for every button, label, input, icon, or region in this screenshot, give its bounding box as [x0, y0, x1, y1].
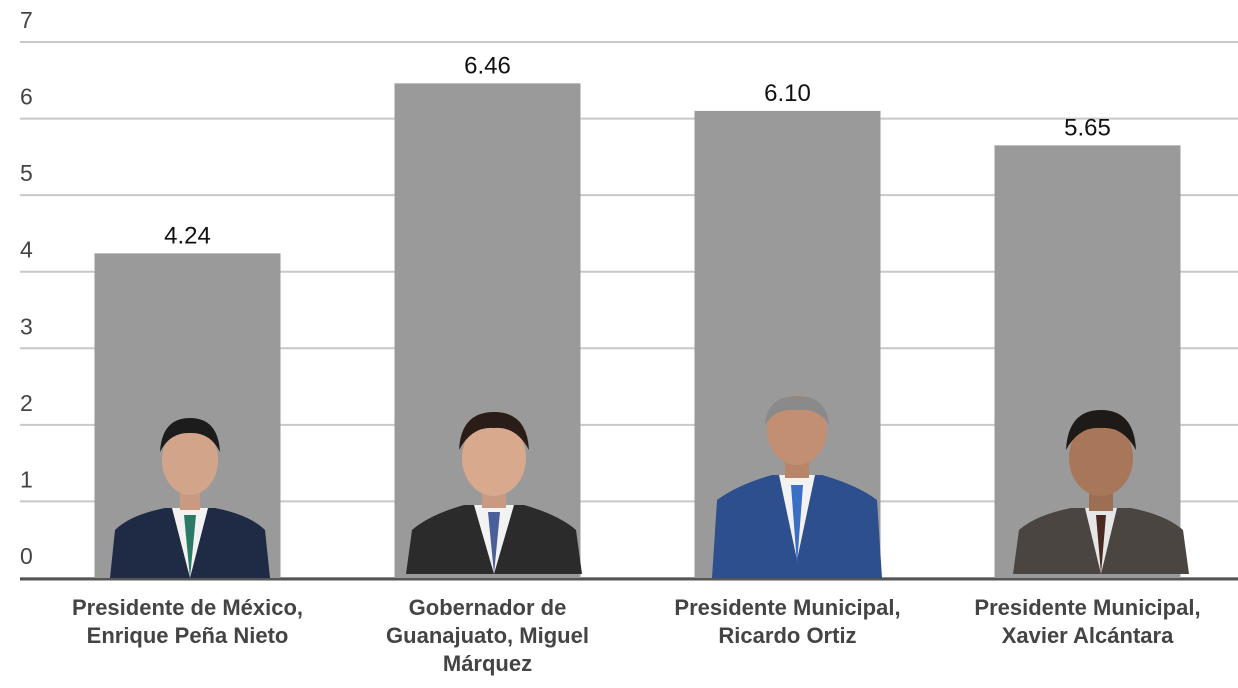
value-labels: 4.24 6.46 6.10 5.65: [164, 52, 1111, 249]
y-tick-label: 0: [20, 543, 33, 569]
value-label: 6.10: [764, 80, 811, 107]
y-tick-label: 5: [20, 160, 33, 186]
value-label: 4.24: [164, 222, 211, 249]
portrait: [110, 418, 270, 578]
y-tick-label: 7: [20, 7, 33, 33]
x-tick-label: Presidente Municipal, Xavier Alcántara: [974, 595, 1201, 648]
y-tick-label: 1: [20, 466, 33, 492]
x-tick-label: Gobernador de Guanajuato, Miguel Márquez: [386, 595, 589, 676]
y-tick-label: 3: [20, 313, 33, 339]
bar: [994, 145, 1181, 578]
value-label: 6.46: [464, 52, 511, 79]
x-tick-label: Presidente Municipal, Ricardo Ortiz: [674, 595, 901, 648]
portrait: [1013, 410, 1189, 574]
value-label: 5.65: [1064, 114, 1111, 141]
bars: [94, 83, 1181, 579]
portrait: [406, 412, 582, 574]
x-tick-label: Presidente de México, Enrique Peña Nieto: [71, 595, 304, 648]
portrait: [712, 395, 882, 578]
y-tick-label: 6: [20, 84, 33, 110]
photos: [110, 395, 1189, 578]
y-tick-label: 2: [20, 390, 33, 416]
y-tick-label: 4: [20, 237, 33, 263]
